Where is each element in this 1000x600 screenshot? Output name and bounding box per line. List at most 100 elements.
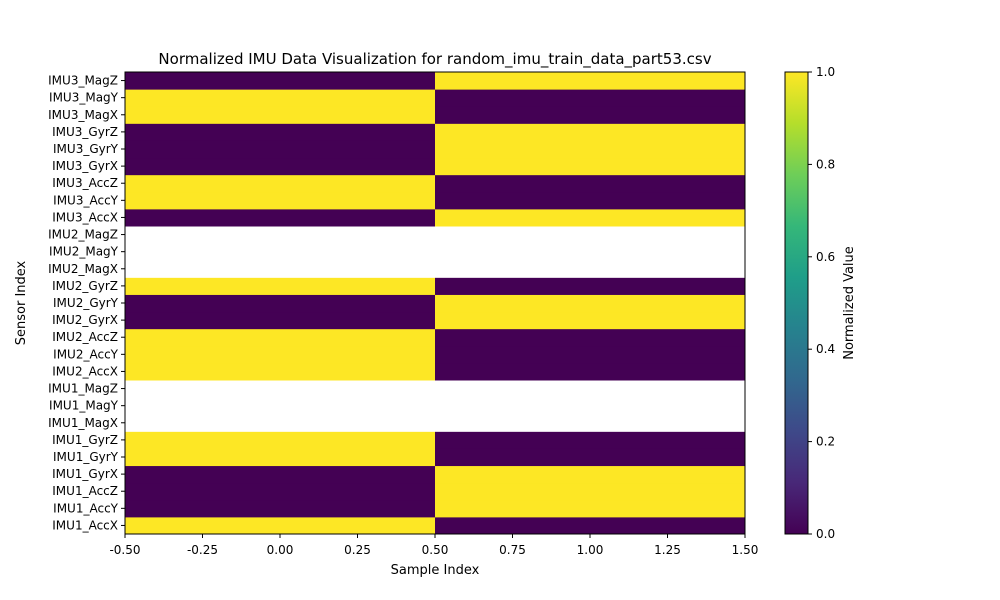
y-tick-label: IMU2_AccX <box>52 364 118 378</box>
heatmap-cell <box>435 311 745 330</box>
chart-title: Normalized IMU Data Visualization for ra… <box>158 50 711 69</box>
heatmap-cell <box>125 72 435 90</box>
plot-frame <box>124 71 746 535</box>
heatmap-cell <box>435 157 745 176</box>
heatmap-cell <box>435 499 745 518</box>
heatmap-cell <box>125 380 435 398</box>
heatmap-cell <box>435 516 745 535</box>
colorbar-ticks: 0.0 0.2 0.4 0.6 0.8 1.0 <box>808 65 835 541</box>
heatmap-cell <box>435 89 745 107</box>
heatmap-cell <box>435 106 745 124</box>
y-tick-label: IMU3_GyrZ <box>52 125 118 139</box>
heatmap-cell <box>435 72 745 90</box>
y-tick-label: IMU1_MagZ <box>48 382 118 396</box>
heatmap-cell <box>125 345 435 364</box>
heatmap-cell <box>435 208 745 227</box>
colorbar-label: Normalized Value <box>842 246 857 360</box>
y-tick-label: IMU3_MagY <box>49 91 119 105</box>
y-tick-label: IMU3_AccY <box>53 193 119 207</box>
heatmap-cell <box>435 465 745 484</box>
x-tick-label: 1.25 <box>654 543 681 557</box>
y-tick-label: IMU1_AccZ <box>52 484 118 498</box>
y-tick-label: IMU2_GyrX <box>52 313 118 327</box>
colorbar-tick-label: 0.2 <box>816 435 835 449</box>
heatmap-cell <box>125 140 435 159</box>
heatmap-cell <box>125 123 435 141</box>
heatmap-cell <box>435 243 745 261</box>
heatmap-cell <box>125 277 435 295</box>
heatmap-cell <box>125 89 435 107</box>
colorbar-tick-label: 0.4 <box>816 342 835 356</box>
heatmap-cell <box>125 226 435 244</box>
y-tick-label: IMU2_MagX <box>48 262 118 276</box>
x-tick-label: 0.00 <box>267 543 294 557</box>
y-tick-label: IMU2_AccY <box>53 347 119 361</box>
y-tick-label: IMU3_GyrX <box>52 159 118 173</box>
x-axis: -0.50 -0.25 0.00 0.25 0.50 0.75 1.00 1.25 1.50 <box>109 534 758 557</box>
colorbar: 0.0 0.2 0.4 0.6 0.8 1.0 Normalized Value <box>784 65 857 541</box>
x-tick-label: 0.25 <box>344 543 371 557</box>
heatmap-cell <box>435 448 745 467</box>
heatmap-cell <box>435 260 745 278</box>
colorbar-gradient <box>784 71 809 535</box>
y-tick-label: IMU3_GyrY <box>53 142 119 156</box>
heatmap-cell <box>435 277 745 295</box>
heatmap-cell <box>435 362 745 381</box>
x-tick-label: 0.50 <box>422 543 449 557</box>
y-tick-label: IMU3_MagZ <box>48 74 118 88</box>
heatmap-cells <box>125 72 745 535</box>
heatmap-cell <box>125 431 435 449</box>
x-tick-label: -0.25 <box>187 543 218 557</box>
heatmap-cell <box>125 243 435 261</box>
heatmap-cell <box>435 414 745 432</box>
heatmap-cell <box>125 311 435 330</box>
colorbar-tick-label: 1.0 <box>816 65 835 79</box>
heatmap-cell <box>435 345 745 364</box>
y-tick-label: IMU2_AccZ <box>52 330 118 344</box>
heatmap-cell <box>125 499 435 518</box>
y-tick-label: IMU1_AccX <box>52 518 118 532</box>
x-tick-label: -0.50 <box>109 543 140 557</box>
heatmap-cell <box>125 106 435 124</box>
y-tick-label: IMU3_AccZ <box>52 176 118 190</box>
y-tick-label: IMU2_MagY <box>49 245 119 259</box>
y-tick-label: IMU1_AccY <box>53 501 119 515</box>
heatmap-cell <box>435 174 745 193</box>
heatmap-cell <box>435 140 745 159</box>
heatmap-cell <box>435 294 745 313</box>
heatmap-cell <box>435 380 745 398</box>
y-tick-label: IMU1_MagX <box>48 416 118 430</box>
heatmap-cell <box>435 191 745 210</box>
heatmap-cell <box>125 191 435 210</box>
colorbar-tick-label: 0.0 <box>816 527 835 541</box>
heatmap-cell <box>435 226 745 244</box>
y-axis-label: Sensor Index <box>14 260 29 345</box>
heatmap-cell <box>125 482 435 501</box>
y-tick-label: IMU3_AccX <box>52 210 118 224</box>
heatmap-cell <box>125 362 435 381</box>
y-tick-label: IMU2_GyrZ <box>52 279 118 293</box>
y-tick-label: IMU1_MagY <box>49 399 119 413</box>
heatmap-cell <box>125 414 435 432</box>
heatmap-cell <box>125 516 435 535</box>
x-tick-label: 1.00 <box>577 543 604 557</box>
y-tick-label: IMU1_GyrX <box>52 467 118 481</box>
heatmap-cell <box>125 260 435 278</box>
x-tick-label: 0.75 <box>499 543 526 557</box>
heatmap-cell <box>125 397 435 415</box>
colorbar-tick-label: 0.6 <box>816 250 835 264</box>
x-tick-label: 1.50 <box>732 543 759 557</box>
heatmap-cell <box>125 157 435 176</box>
heatmap-cell <box>125 465 435 484</box>
colorbar-tick-label: 0.8 <box>816 157 835 171</box>
heatmap-cell <box>435 123 745 141</box>
heatmap-cell <box>125 448 435 467</box>
heatmap-cell <box>125 174 435 193</box>
y-tick-label: IMU1_GyrZ <box>52 433 118 447</box>
y-tick-label: IMU3_MagX <box>48 108 118 122</box>
y-tick-label: IMU2_GyrY <box>53 296 119 310</box>
y-tick-label: IMU2_MagZ <box>48 228 118 242</box>
heatmap-cell <box>125 294 435 313</box>
heatmap-cell <box>125 328 435 347</box>
